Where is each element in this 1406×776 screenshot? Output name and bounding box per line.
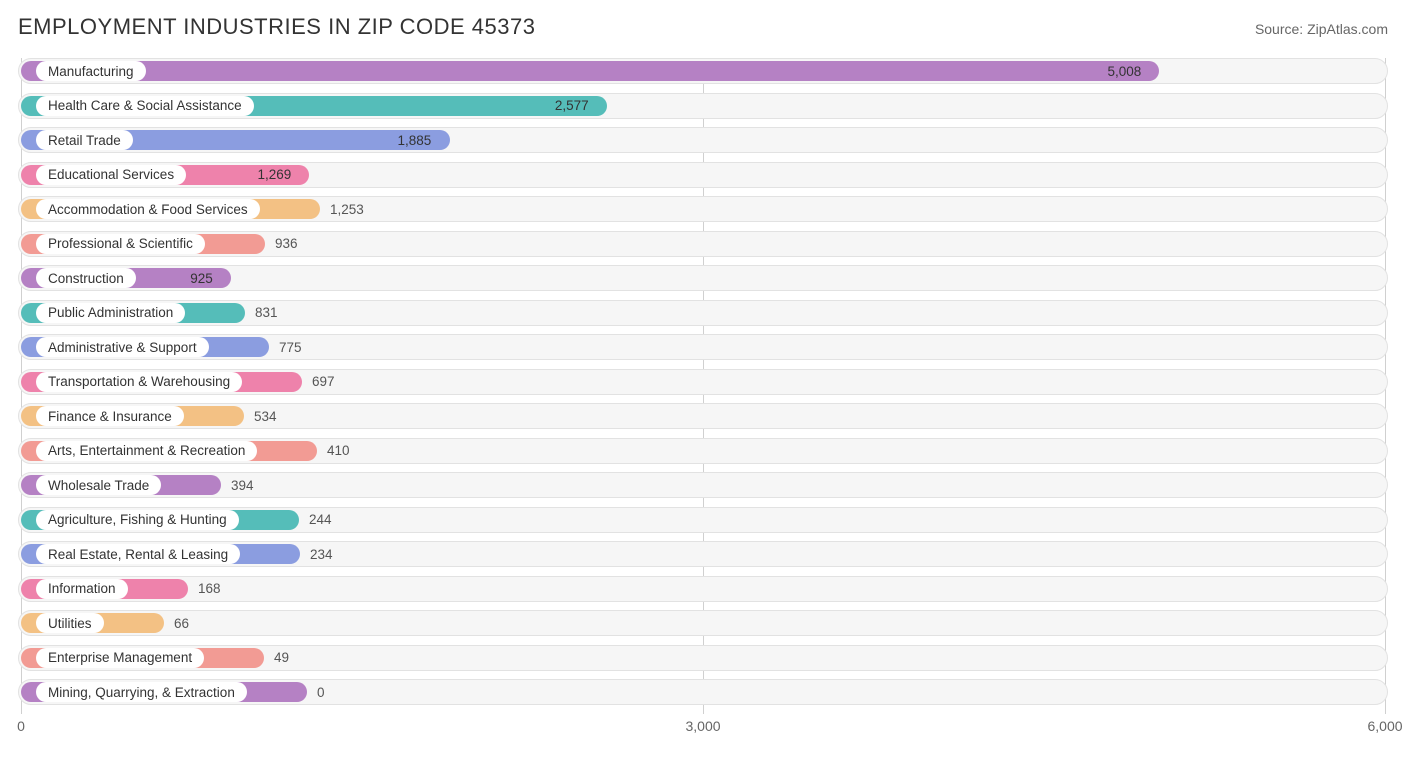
- bar-row: Transportation & Warehousing 697: [18, 369, 1388, 395]
- bar-row: Wholesale Trade 394: [18, 472, 1388, 498]
- bar-row: Administrative & Support 775: [18, 334, 1388, 360]
- bar-row: Real Estate, Rental & Leasing 234: [18, 541, 1388, 567]
- bar-value: 925: [190, 265, 213, 291]
- bar-label: Manufacturing: [36, 61, 146, 81]
- bar-label: Professional & Scientific: [36, 234, 205, 254]
- bar-value: 244: [309, 507, 332, 533]
- bar-value: 2,577: [555, 93, 589, 119]
- bar-value: 49: [274, 645, 289, 671]
- x-axis-tick: 3,000: [685, 718, 720, 734]
- chart-header: EMPLOYMENT INDUSTRIES IN ZIP CODE 45373 …: [18, 14, 1388, 40]
- bar-row: Accommodation & Food Services 1,253: [18, 196, 1388, 222]
- bar-value: 831: [255, 300, 278, 326]
- bar-label: Agriculture, Fishing & Hunting: [36, 510, 239, 530]
- bar-label: Information: [36, 579, 128, 599]
- bar-value: 234: [310, 541, 333, 567]
- bar-value: 697: [312, 369, 335, 395]
- bar-value: 168: [198, 576, 221, 602]
- bar-label: Arts, Entertainment & Recreation: [36, 441, 257, 461]
- bar-track: [18, 472, 1388, 498]
- bar-row: Mining, Quarrying, & Extraction 0: [18, 679, 1388, 705]
- bar-label: Construction: [36, 268, 136, 288]
- bar-track: [18, 610, 1388, 636]
- bars-container: Manufacturing 5,008 Health Care & Social A…: [18, 58, 1388, 705]
- bar-value: 410: [327, 438, 350, 464]
- bar-row: Retail Trade 1,885: [18, 127, 1388, 153]
- bar-label: Health Care & Social Assistance: [36, 96, 254, 116]
- bar-label: Administrative & Support: [36, 337, 209, 357]
- bar-label: Transportation & Warehousing: [36, 372, 242, 392]
- bar-value: 5,008: [1107, 58, 1141, 84]
- bar-value: 775: [279, 334, 302, 360]
- bar-label: Wholesale Trade: [36, 475, 161, 495]
- bar-label: Mining, Quarrying, & Extraction: [36, 682, 247, 702]
- bar-value: 66: [174, 610, 189, 636]
- bar-value: 1,885: [398, 127, 432, 153]
- bar-row: Enterprise Management 49: [18, 645, 1388, 671]
- bar-label: Educational Services: [36, 165, 186, 185]
- bar-value: 534: [254, 403, 277, 429]
- bar-label: Public Administration: [36, 303, 185, 323]
- bar-value: 936: [275, 231, 298, 257]
- bar-track: [18, 576, 1388, 602]
- bar-value: 1,269: [257, 162, 291, 188]
- bar-label: Finance & Insurance: [36, 406, 184, 426]
- bar-row: Agriculture, Fishing & Hunting 244: [18, 507, 1388, 533]
- bar-row: Arts, Entertainment & Recreation 410: [18, 438, 1388, 464]
- bar-row: Information 168: [18, 576, 1388, 602]
- bar-label: Retail Trade: [36, 130, 133, 150]
- bar-label: Utilities: [36, 613, 104, 633]
- bar-row: Professional & Scientific 936: [18, 231, 1388, 257]
- bar-row: Manufacturing 5,008: [18, 58, 1388, 84]
- bar-value: 394: [231, 472, 254, 498]
- chart-source: Source: ZipAtlas.com: [1255, 21, 1388, 37]
- chart-title: EMPLOYMENT INDUSTRIES IN ZIP CODE 45373: [18, 14, 536, 40]
- bar-row: Health Care & Social Assistance 2,577: [18, 93, 1388, 119]
- chart-area: Manufacturing 5,008 Health Care & Social A…: [18, 58, 1388, 748]
- bar-label: Real Estate, Rental & Leasing: [36, 544, 240, 564]
- bar-label: Accommodation & Food Services: [36, 199, 260, 219]
- bar-fill: [21, 61, 1159, 81]
- x-axis-tick: 0: [17, 718, 25, 734]
- bar-value: 0: [317, 679, 325, 705]
- bar-label: Enterprise Management: [36, 648, 204, 668]
- x-axis: 03,0006,000: [18, 718, 1388, 738]
- bar-value: 1,253: [330, 196, 364, 222]
- bar-row: Utilities 66: [18, 610, 1388, 636]
- bar-row: Construction 925: [18, 265, 1388, 291]
- bar-row: Educational Services 1,269: [18, 162, 1388, 188]
- x-axis-tick: 6,000: [1367, 718, 1402, 734]
- bar-row: Public Administration 831: [18, 300, 1388, 326]
- bar-row: Finance & Insurance 534: [18, 403, 1388, 429]
